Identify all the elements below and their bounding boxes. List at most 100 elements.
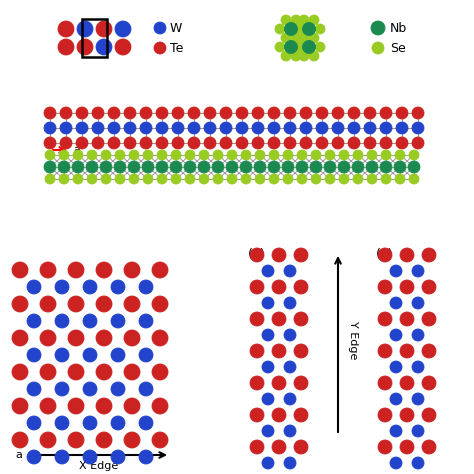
Circle shape <box>332 122 344 134</box>
Circle shape <box>412 137 424 149</box>
Circle shape <box>364 107 376 119</box>
Circle shape <box>68 330 84 346</box>
Circle shape <box>124 432 140 448</box>
Circle shape <box>152 432 168 448</box>
Circle shape <box>348 122 360 134</box>
Circle shape <box>409 174 419 184</box>
Circle shape <box>268 122 280 134</box>
Circle shape <box>60 107 72 119</box>
Circle shape <box>27 382 41 396</box>
Bar <box>82 19 107 57</box>
Circle shape <box>152 330 168 346</box>
Circle shape <box>73 174 83 184</box>
Circle shape <box>111 382 125 396</box>
Circle shape <box>87 150 97 160</box>
Circle shape <box>68 398 84 414</box>
Circle shape <box>272 344 286 358</box>
Circle shape <box>92 137 104 149</box>
Circle shape <box>332 137 344 149</box>
Circle shape <box>139 416 153 430</box>
Circle shape <box>170 161 182 173</box>
Text: a: a <box>73 145 80 155</box>
Text: a: a <box>15 450 22 460</box>
Circle shape <box>291 15 301 25</box>
Circle shape <box>108 137 120 149</box>
Circle shape <box>293 24 303 34</box>
Circle shape <box>40 330 56 346</box>
Circle shape <box>311 150 321 160</box>
Circle shape <box>294 280 308 294</box>
Circle shape <box>55 348 69 362</box>
Circle shape <box>96 364 112 380</box>
Circle shape <box>213 174 223 184</box>
Circle shape <box>348 107 360 119</box>
Circle shape <box>157 174 167 184</box>
Circle shape <box>68 262 84 278</box>
Circle shape <box>250 312 264 326</box>
Circle shape <box>283 174 293 184</box>
Circle shape <box>114 161 126 173</box>
Circle shape <box>12 330 28 346</box>
Circle shape <box>316 122 328 134</box>
Circle shape <box>96 262 112 278</box>
Circle shape <box>58 161 70 173</box>
Text: (d): (d) <box>248 248 266 261</box>
Circle shape <box>262 329 274 341</box>
Circle shape <box>378 408 392 422</box>
Circle shape <box>40 296 56 312</box>
Circle shape <box>152 296 168 312</box>
Circle shape <box>400 408 414 422</box>
Circle shape <box>299 51 309 61</box>
Circle shape <box>111 348 125 362</box>
Circle shape <box>262 361 274 373</box>
Circle shape <box>250 280 264 294</box>
Circle shape <box>115 39 131 55</box>
Circle shape <box>68 432 84 448</box>
Circle shape <box>236 107 248 119</box>
Circle shape <box>371 21 385 35</box>
Circle shape <box>86 161 98 173</box>
Circle shape <box>240 161 252 173</box>
Circle shape <box>400 440 414 454</box>
Circle shape <box>44 122 56 134</box>
Circle shape <box>140 107 152 119</box>
Circle shape <box>367 150 377 160</box>
Circle shape <box>27 314 41 328</box>
Circle shape <box>83 314 97 328</box>
Circle shape <box>390 265 402 277</box>
Circle shape <box>284 107 296 119</box>
Circle shape <box>96 21 112 37</box>
Circle shape <box>284 361 296 373</box>
Circle shape <box>100 161 112 173</box>
Circle shape <box>348 137 360 149</box>
Circle shape <box>380 107 392 119</box>
Circle shape <box>395 174 405 184</box>
Circle shape <box>390 457 402 469</box>
Circle shape <box>309 33 319 43</box>
Circle shape <box>111 450 125 464</box>
Circle shape <box>111 314 125 328</box>
Circle shape <box>400 280 414 294</box>
Circle shape <box>27 450 41 464</box>
Circle shape <box>268 107 280 119</box>
Circle shape <box>268 137 280 149</box>
Circle shape <box>262 425 274 437</box>
Circle shape <box>315 42 325 52</box>
Circle shape <box>294 312 308 326</box>
Circle shape <box>156 107 168 119</box>
Circle shape <box>255 150 265 160</box>
Circle shape <box>380 137 392 149</box>
Circle shape <box>40 364 56 380</box>
Circle shape <box>396 107 408 119</box>
Circle shape <box>154 42 166 54</box>
Circle shape <box>108 122 120 134</box>
Circle shape <box>269 174 279 184</box>
Circle shape <box>339 174 349 184</box>
Circle shape <box>294 440 308 454</box>
Circle shape <box>111 416 125 430</box>
Circle shape <box>45 150 55 160</box>
Circle shape <box>284 22 298 36</box>
Circle shape <box>152 262 168 278</box>
Circle shape <box>272 408 286 422</box>
Circle shape <box>220 122 232 134</box>
